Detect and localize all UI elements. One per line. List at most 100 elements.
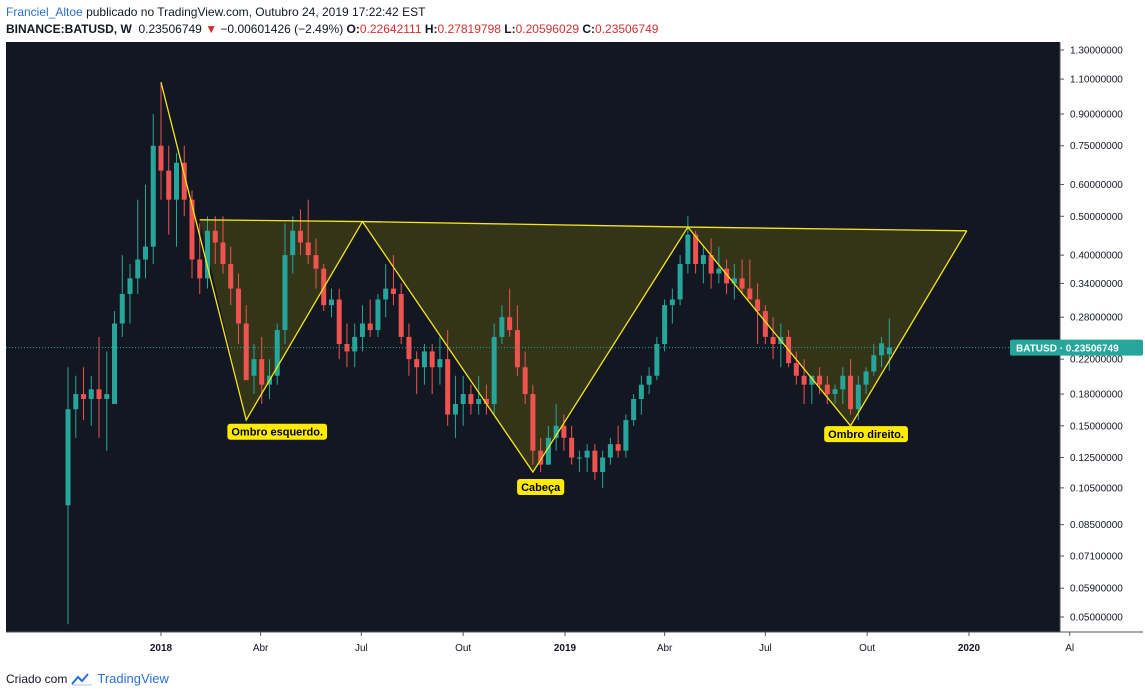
candle-body	[104, 394, 110, 399]
candle-body	[429, 351, 435, 368]
candle-body	[886, 347, 892, 355]
y-tick-label: 0.10500000	[1070, 483, 1123, 494]
candle-body	[127, 278, 133, 294]
x-tick-label: 2019	[554, 643, 577, 654]
candle-body	[669, 299, 675, 306]
candle-body	[73, 394, 79, 410]
y-tick-label: 0.18000000	[1070, 390, 1123, 401]
header-line-1: Franciel_Altoe publicado no TradingView.…	[6, 5, 425, 19]
candle-body	[297, 230, 303, 243]
candle-body	[646, 375, 652, 385]
candles	[65, 82, 892, 625]
candle-body	[793, 363, 799, 376]
current-price-tag: BATUSD · 0.23506749	[1010, 339, 1143, 356]
candle-body	[538, 450, 544, 465]
price-tag-text: BATUSD · 0.23506749	[1016, 344, 1119, 355]
neckline	[199, 219, 967, 232]
candle-body	[290, 230, 296, 256]
candle-body	[88, 389, 94, 399]
change-arrow-icon: ▼	[205, 22, 218, 36]
candle-body	[150, 145, 156, 247]
x-tick-label: Al	[1065, 643, 1074, 654]
candle-body	[112, 323, 118, 405]
candle-body	[173, 162, 179, 200]
published-text: publicado no TradingView.com, Outubro 24…	[86, 5, 426, 19]
annotation-label: Ombro direito.	[828, 429, 904, 441]
y-tick-label: 1.10000000	[1070, 75, 1123, 86]
candle-body	[638, 384, 644, 399]
candle-body	[367, 323, 373, 331]
candle-body	[522, 367, 528, 395]
annotation: Cabeça	[517, 479, 565, 496]
price-axis[interactable]	[1060, 42, 1143, 632]
candle-body	[561, 425, 567, 438]
y-tick-label: 0.07100000	[1070, 551, 1123, 562]
candle-body	[212, 230, 218, 243]
y-tick-label: 0.12500000	[1070, 453, 1123, 464]
y-tick-label: 0.22000000	[1070, 355, 1123, 366]
price-change: −0.00601426 (−2.49%)	[220, 22, 344, 36]
pattern-zigzag-line	[160, 82, 968, 474]
candle-body	[398, 293, 404, 337]
candle-body	[545, 437, 551, 465]
candle-body	[863, 371, 869, 385]
y-tick-label: 0.40000000	[1070, 251, 1123, 262]
close-label: C:	[582, 22, 596, 36]
candle-body	[81, 394, 87, 399]
candle-body	[421, 351, 427, 368]
candle-body	[739, 278, 745, 289]
tradingview-brand[interactable]: TradingView	[97, 671, 169, 686]
candle-body	[336, 299, 342, 345]
symbol-label: BINANCE:BATUSD, W	[6, 22, 132, 36]
candle-body	[569, 437, 575, 458]
x-tick-label: Out	[455, 643, 471, 654]
candle-body	[855, 384, 861, 410]
y-tick-label: 0.08500000	[1070, 520, 1123, 531]
author-name[interactable]: Franciel_Altoe	[6, 5, 83, 19]
y-tick-label: 0.28000000	[1070, 313, 1123, 324]
candle-body	[685, 234, 691, 265]
candle-body	[204, 230, 210, 279]
annotation-label: Cabeça	[521, 482, 561, 494]
candle-body	[747, 288, 753, 300]
candle-body	[390, 288, 396, 294]
candle-body	[631, 398, 637, 421]
high-value: 0.27819798	[437, 22, 501, 36]
pattern-lines	[160, 82, 968, 474]
y-tick-label: 0.75000000	[1070, 141, 1123, 152]
candle-body	[135, 259, 141, 279]
candle-body	[731, 278, 737, 284]
candle-body	[607, 444, 613, 458]
y-tick-label: 1.30000000	[1070, 46, 1123, 57]
x-tick-label: Abr	[657, 643, 673, 654]
candle-body	[514, 330, 520, 368]
candle-body	[328, 299, 334, 306]
open-value: 0.22642111	[359, 22, 422, 36]
candle-body	[499, 317, 505, 337]
annotation-box	[227, 423, 328, 440]
candle-body	[507, 317, 513, 331]
candle-body	[119, 293, 125, 324]
candle-body	[181, 162, 187, 200]
candle-body	[228, 264, 234, 289]
x-tick-label: Jul	[759, 643, 772, 654]
candle-body	[871, 355, 877, 372]
high-label: H:	[424, 22, 438, 36]
open-label: O:	[346, 22, 360, 36]
candle-body	[414, 359, 420, 368]
pattern-annotations: Ombro esquerdo. Cabeça Ombro direito.	[227, 423, 908, 496]
candle-body	[840, 375, 846, 390]
candle-body	[623, 420, 629, 451]
annotation-box	[824, 426, 908, 443]
candle-body	[305, 242, 311, 256]
candle-body	[483, 398, 489, 405]
candle-body	[576, 457, 582, 459]
last-price: 0.23506749	[138, 22, 202, 36]
candle-body	[282, 255, 288, 331]
candle-body	[848, 375, 854, 410]
candle-body	[530, 394, 536, 451]
candle-body	[824, 384, 830, 395]
y-tick-label: 0.50000000	[1070, 212, 1123, 223]
tradingview-logo-icon	[71, 672, 93, 685]
